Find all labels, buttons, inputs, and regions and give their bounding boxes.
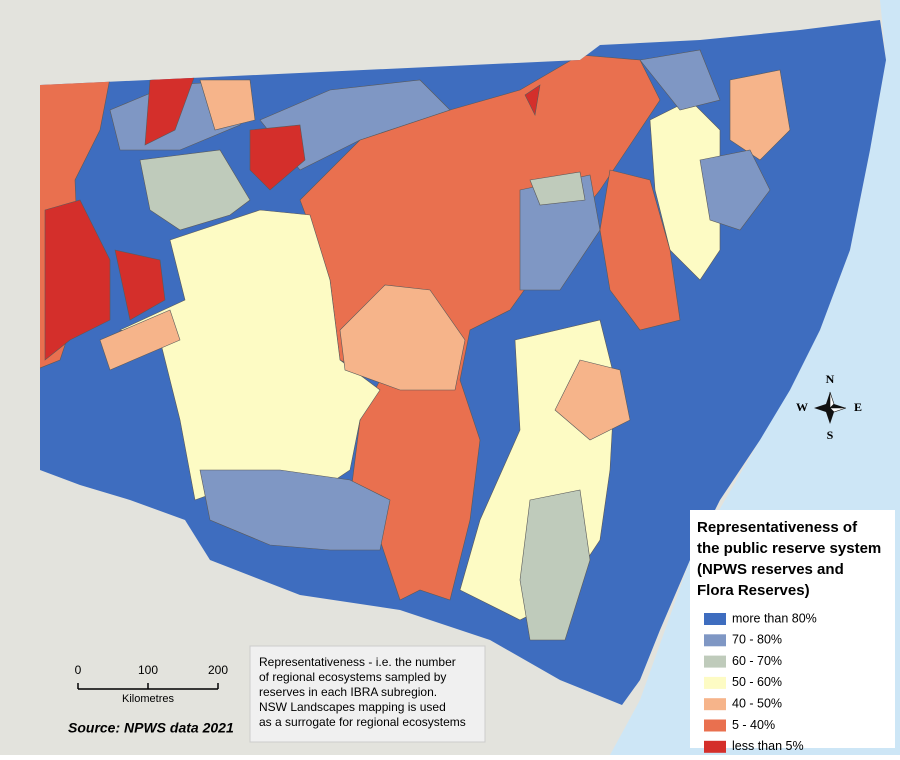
- legend-swatch: [704, 676, 726, 689]
- note-line: of regional ecosystems sampled by: [259, 670, 446, 684]
- note-line: NSW Landscapes mapping is used: [259, 700, 446, 714]
- legend-swatch: [704, 719, 726, 732]
- scale-tick-label: 200: [208, 663, 228, 677]
- scale-tick-label: 100: [138, 663, 158, 677]
- legend-label: less than 5%: [732, 739, 804, 753]
- note-line: as a surrogate for regional ecosystems: [259, 715, 466, 729]
- legend-swatch: [704, 655, 726, 668]
- legend-swatch: [704, 613, 726, 625]
- legend-title: the public reserve system: [697, 540, 881, 557]
- compass-south: S: [827, 428, 834, 442]
- legend-swatch: [704, 740, 726, 753]
- legend-label: 70 - 80%: [732, 633, 782, 647]
- legend-label: more than 80%: [732, 611, 817, 625]
- compass-west: W: [796, 400, 808, 414]
- scale-unit: Kilometres: [122, 693, 174, 705]
- scale-tick-label: 0: [75, 663, 82, 677]
- legend-swatch: [704, 634, 726, 647]
- legend-label: 60 - 70%: [732, 654, 782, 668]
- legend-title: Representativeness of: [697, 519, 858, 536]
- source: Source: NPWS data 2021: [68, 720, 234, 736]
- compass-north: N: [826, 372, 835, 386]
- scale-bar: 0 100 200 Kilometres: [75, 663, 229, 705]
- legend-label: 40 - 50%: [732, 696, 782, 710]
- note-box: [249, 645, 486, 743]
- legend-title: (NPWS reserves and: [697, 561, 844, 578]
- legend-title: Flora Reserves): [697, 582, 810, 599]
- note-line: Representativeness - i.e. the number: [259, 655, 456, 669]
- legend-label: 50 - 60%: [732, 675, 782, 689]
- note-line: reserves in each IBRA subregion.: [259, 685, 437, 699]
- legend-label: 5 - 40%: [732, 718, 775, 732]
- compass: N E S W: [796, 372, 862, 442]
- legend-swatch: [704, 698, 726, 711]
- compass-east: E: [854, 400, 862, 414]
